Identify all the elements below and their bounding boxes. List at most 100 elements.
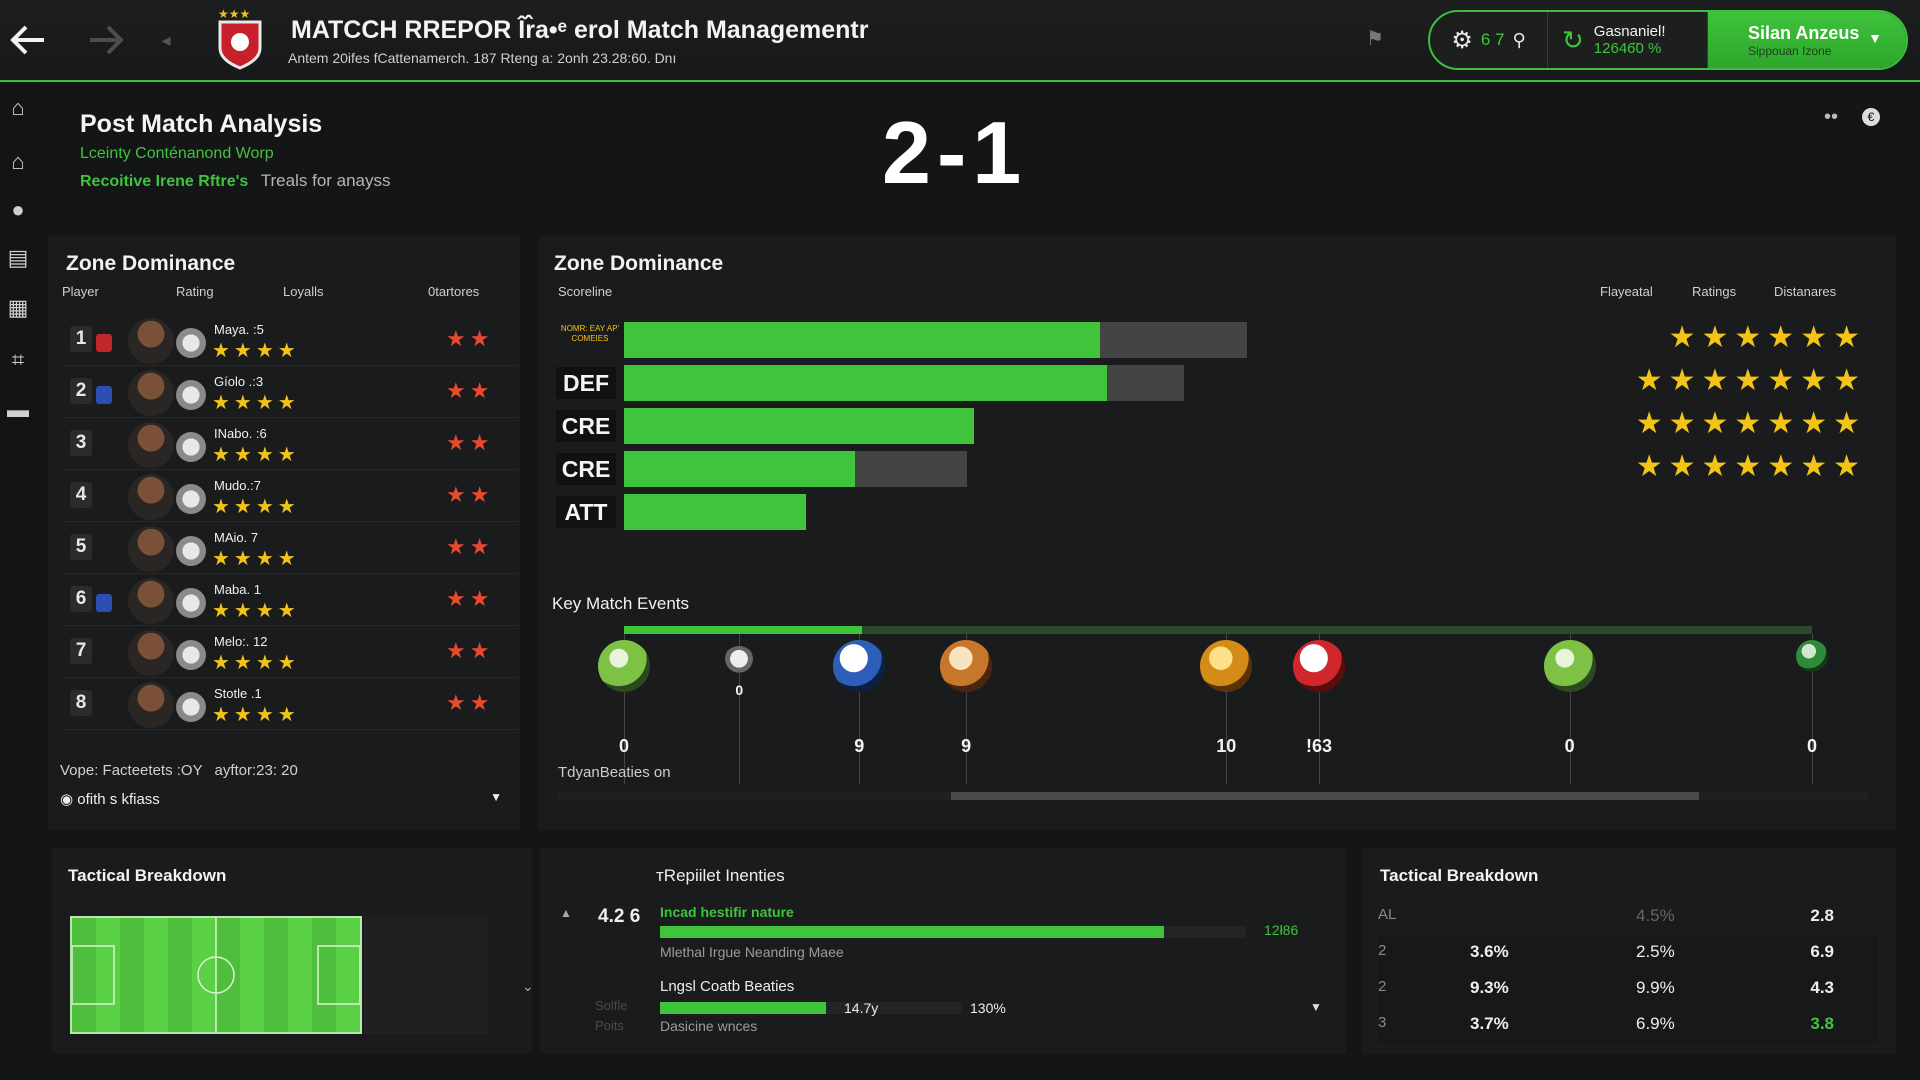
- tactics-icon[interactable]: ⌗: [11, 347, 25, 372]
- events-scrollbar[interactable]: [558, 792, 1868, 800]
- player-name: Maba. 1: [214, 582, 261, 597]
- row-number: 2: [70, 378, 92, 404]
- panel-title: Tactical Breakdown: [1380, 866, 1539, 885]
- player-row[interactable]: 5 MAio. 7 ★★★★ ★★: [62, 524, 518, 574]
- player-avatar: [128, 422, 174, 468]
- match-subtitle: Antem 20ifes fCattenamerch. 187 Rteng a:…: [288, 50, 677, 66]
- player-avatar: [128, 682, 174, 728]
- page-title: MATCCH RREPOR Îr̂a•ᵉ erol Match Manageme…: [291, 16, 869, 44]
- score: 2-1: [882, 103, 1028, 202]
- home-icon[interactable]: ⌂: [11, 95, 25, 120]
- events-progress: [624, 626, 862, 634]
- back-button[interactable]: [8, 22, 48, 58]
- column-header-starters: 0tartores: [428, 284, 480, 299]
- pitch-view[interactable]: [70, 916, 362, 1034]
- event-minute: 0: [618, 736, 629, 756]
- ball-green-icon[interactable]: [1543, 640, 1596, 692]
- ball-green-icon[interactable]: [598, 640, 650, 692]
- zone-label: DEF: [556, 367, 616, 399]
- player-name: Gíolo .:3: [214, 374, 264, 389]
- team-icon[interactable]: ⌂: [11, 149, 25, 174]
- tactical-cell: 6.9%: [1636, 1014, 1675, 1033]
- tactical-cell: 2: [1378, 978, 1387, 995]
- settings-button[interactable]: ⚙ 6 7 ⚲: [1430, 12, 1548, 68]
- player-row[interactable]: 2 Gíolo .:3 ★★★★ ★★: [62, 368, 518, 418]
- ball-blue-icon[interactable]: [833, 640, 886, 692]
- incidents-panel: тRepiilet Inenties ▲ 4.2 6 Incad hestifi…: [540, 848, 1346, 1054]
- scrollbar-thumb[interactable]: [951, 792, 1699, 800]
- tactical-cell: 2: [1378, 942, 1387, 959]
- player-name: MAio. 7: [214, 530, 259, 545]
- event-minute: 0: [1564, 736, 1575, 756]
- column-header-ratings: Ratings: [1692, 284, 1737, 299]
- events-timeline: [624, 626, 1812, 634]
- dropdown-label: ofith s kfiass: [77, 791, 160, 808]
- tactical-cell: 3.7%: [1470, 1014, 1509, 1033]
- notification-icon[interactable]: ⚑: [1366, 28, 1384, 50]
- user-status[interactable]: ↻ Gasnaniel! 12646̈0 %: [1548, 12, 1708, 68]
- more-options-icon[interactable]: ••: [1824, 106, 1839, 128]
- zone-label: ATT: [556, 496, 616, 528]
- bar1-fill: [660, 926, 1164, 938]
- chevron-up-icon[interactable]: ▲: [560, 906, 572, 920]
- view-dropdown[interactable]: ◉ ofith s kfiass ▼: [60, 790, 510, 816]
- ball-yellow-icon[interactable]: [1200, 640, 1253, 692]
- account-menu[interactable]: Silan Anzeus Sippouan Izone ▼: [1708, 12, 1906, 68]
- player-row[interactable]: 1 Maya. :5 ★★★★ ★★: [62, 316, 518, 366]
- ball-small-icon[interactable]: [1796, 640, 1828, 672]
- panel-title: Zone Dominance: [554, 252, 724, 275]
- player-avatar: [128, 474, 174, 520]
- rating-stars: ★★★★: [212, 444, 300, 466]
- player-row[interactable]: 4 Mudo.:7 ★★★★ ★★: [62, 472, 518, 522]
- tactical-cell: 4.3: [1810, 978, 1834, 997]
- tactical-row: 2 9.3% 9.9% 4.3: [1378, 972, 1878, 1008]
- event-minute: 0: [1806, 736, 1817, 756]
- chevron-down-icon[interactable]: ▼: [1310, 1000, 1322, 1014]
- player-row[interactable]: 7 Melo:. 12 ★★★★ ★★: [62, 628, 518, 678]
- info-icon[interactable]: €: [1862, 108, 1880, 126]
- calendar-icon[interactable]: ▦: [7, 295, 29, 320]
- event-minute: 9: [961, 736, 972, 756]
- zone-stars: ★★★★★★★: [1635, 407, 1866, 440]
- zone-bar-fill: [624, 494, 806, 530]
- tactical-breakdown-table-panel: Tactical Breakdown AL 4.5% 2.8 2 3.6% 2.5% 6.9…: [1362, 848, 1896, 1054]
- event-marker-line: [1569, 634, 1571, 784]
- gear-icon: ⚙: [1451, 26, 1473, 54]
- bar1-label: Incad hestifir nature: [660, 904, 794, 920]
- top-bar: ◂ ★★★ MATCCH RREPOR Îr̂a•ᵉ erol Match Ma…: [0, 0, 1920, 82]
- zone-label: CRE: [556, 453, 616, 485]
- zone-label: CRE: [556, 410, 616, 442]
- report-icon[interactable]: ▬: [7, 397, 29, 422]
- team-badge-icon: [96, 334, 112, 352]
- player-row[interactable]: 8 Stotle .1 ★★★★ ★★: [62, 680, 518, 730]
- event-marker-line: [1812, 634, 1813, 784]
- bar1-value: 12ł86: [1264, 922, 1299, 938]
- small-back-icon[interactable]: ◂: [161, 29, 171, 50]
- refresh-icon: ↻: [1562, 24, 1584, 55]
- event-marker-line: [966, 634, 968, 784]
- search-icon[interactable]: ⚲: [1512, 29, 1526, 50]
- rating-stars: ★★★★: [212, 704, 300, 726]
- tactical-cell: 9.9%: [1636, 978, 1675, 997]
- ball-orange-icon[interactable]: [940, 640, 993, 692]
- whistle-icon[interactable]: [723, 646, 756, 678]
- row-number: 7: [70, 638, 92, 664]
- ball-red-icon[interactable]: [1292, 640, 1345, 692]
- event-minute: 9: [854, 736, 865, 756]
- tactical-row: 2 3.6% 2.5% 6.9: [1378, 936, 1878, 972]
- player-row[interactable]: 6 Maba. 1 ★★★★ ★★: [62, 576, 518, 626]
- tactical-cell: 6.9: [1810, 942, 1834, 961]
- loyalty-stars: ★★: [446, 482, 494, 507]
- rating-stars: ★★★★: [212, 496, 300, 518]
- event-marker-line: [1318, 634, 1320, 784]
- player-icon[interactable]: ●: [11, 197, 25, 222]
- club-badge-icon: [176, 588, 206, 618]
- bar1-track: [660, 926, 1246, 938]
- account-sub: Sippouan Izone: [1748, 43, 1832, 58]
- pitch-shadow: [364, 916, 488, 1034]
- chevron-down-icon[interactable]: ⌄: [522, 978, 534, 994]
- forward-button[interactable]: [86, 22, 126, 58]
- player-row[interactable]: 3 INabo. :6 ★★★★ ★★: [62, 420, 518, 470]
- inbox-icon[interactable]: ▤: [7, 245, 29, 270]
- player-avatar: [128, 370, 174, 416]
